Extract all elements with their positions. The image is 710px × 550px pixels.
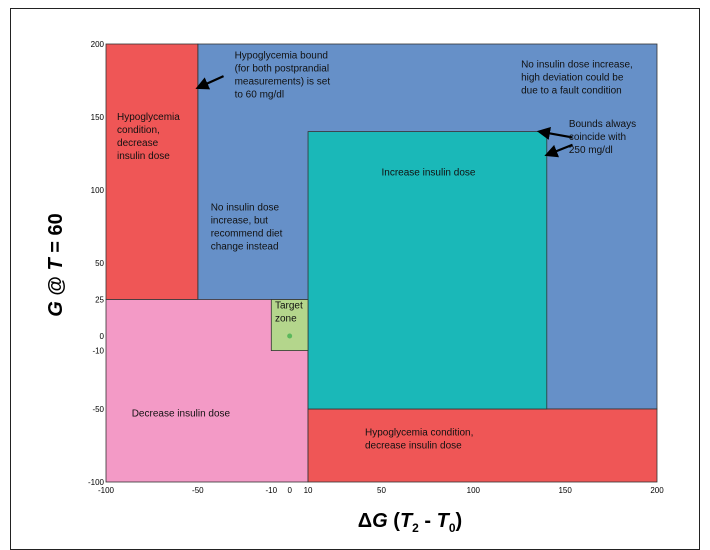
target-label-line: Target (275, 300, 303, 311)
y-tick-label: 25 (95, 296, 104, 305)
target-label: Target zone (275, 300, 303, 324)
hypo-left-label: Hypoglycemia condition, decrease insulin do… (117, 112, 180, 162)
y-tick-label: 200 (91, 40, 105, 49)
x-tick-label: -50 (192, 486, 204, 495)
x-label-t2: T (437, 510, 451, 532)
hypo-bound-note-line: Hypoglycemia bound (235, 51, 328, 62)
target-point (287, 333, 293, 339)
no-increase-fault-label-line: No insulin dose increase, (521, 59, 633, 70)
y-tick-label: 100 (91, 186, 105, 195)
y-tick-label: -100 (88, 478, 105, 487)
x-tick-label: 50 (377, 486, 386, 495)
region-hypo-bottom (307, 408, 658, 483)
x-tick-label: 100 (467, 486, 481, 495)
x-tick-label: 200 (650, 486, 664, 495)
x-tick-label: -10 (266, 486, 278, 495)
hypo-bound-note-line: to 60 mg/dl (235, 90, 284, 101)
diet-label-line: change instead (211, 241, 279, 252)
y-tick-label: 150 (91, 113, 105, 122)
x-tick-label: 0 (287, 486, 292, 495)
marks-group (195, 75, 573, 339)
x-tick-label: 150 (558, 486, 572, 495)
y-tick-label: -50 (92, 405, 104, 414)
diet-label: No insulin dose increase, but recommend di… (211, 202, 283, 252)
y-tick-label: -10 (92, 347, 104, 356)
hypo-left-label-line: insulin dose (117, 151, 170, 162)
y-axis-label: G @ T = 60 (45, 213, 67, 316)
target-label-line: zone (275, 313, 297, 324)
bounds-note-line: 250 mg/dl (569, 145, 613, 156)
bounds-note: Bounds always coincide with 250 mg/dl (569, 119, 636, 156)
decrease-label-line: Decrease insulin dose (132, 408, 231, 419)
y-label-at: @ (45, 271, 67, 302)
hypo-left-label-line: Hypoglycemia (117, 112, 180, 123)
hypo-bottom-label-line: decrease insulin dose (365, 440, 462, 451)
hypo-bound-note-line: measurements) is set (235, 77, 331, 88)
x-tick-label: -100 (98, 486, 115, 495)
region-target (270, 299, 309, 351)
hypo-bound-note-line: (for both postprandial (235, 64, 330, 75)
diet-label-line: recommend diet (211, 228, 283, 239)
hypo-bottom-label: Hypoglycemia condition, decrease insulin … (365, 427, 473, 451)
x-label-close: ) (456, 510, 463, 532)
hypo-bound-note: Hypoglycemia bound (for both postprandial… (235, 51, 331, 101)
x-label-sub1: 2 (412, 521, 419, 535)
x-label-sub2: 0 (449, 521, 456, 535)
y-label-var1: G (45, 301, 67, 317)
hypo-bottom-label-line: Hypoglycemia condition, (365, 427, 473, 438)
regions-group (105, 43, 658, 483)
y-label-rest: = 60 (45, 213, 67, 258)
no-increase-fault-label-line: high deviation could be (521, 72, 624, 83)
bounds-note-line: coincide with (569, 132, 626, 143)
x-label-dash: - (419, 510, 437, 532)
annotations-group: Hypoglycemia condition, decrease insulin do… (117, 51, 636, 452)
region-increase (307, 131, 548, 410)
y-tick-label: 0 (100, 332, 105, 341)
arrow-bounds-top (536, 126, 573, 140)
x-tick-label: 10 (304, 486, 313, 495)
x-label-t1: T (400, 510, 414, 532)
x-label-prefix: Δ (358, 510, 372, 532)
x-axis-label: ΔG (T2 - T0) (358, 510, 462, 535)
bounds-note-line: Bounds always (569, 119, 636, 130)
no-increase-fault-label-line: due to a fault condition (521, 85, 622, 96)
increase-label: Increase insulin dose (382, 167, 476, 178)
increase-label-line: Increase insulin dose (382, 167, 476, 178)
decrease-label: Decrease insulin dose (132, 408, 231, 419)
arrow-hypo-bound (195, 75, 225, 90)
x-label-open: ( (388, 510, 401, 532)
x-label-var: G (372, 510, 388, 532)
region-hypo-left (105, 43, 199, 300)
y-tick-label: 50 (95, 259, 104, 268)
y-label-var2: T (45, 257, 67, 271)
no-increase-fault-label: No insulin dose increase, high deviation … (521, 59, 633, 96)
diet-label-line: increase, but (211, 215, 268, 226)
hypo-left-label-line: condition, (117, 125, 160, 136)
ticks-group: -100 -50 -10 0 10 50 100 150 20020015010050250-1… (88, 40, 664, 495)
diet-label-line: No insulin dose (211, 202, 280, 213)
arrow-bounds-right (544, 143, 573, 158)
hypo-left-label-line: decrease (117, 138, 159, 149)
